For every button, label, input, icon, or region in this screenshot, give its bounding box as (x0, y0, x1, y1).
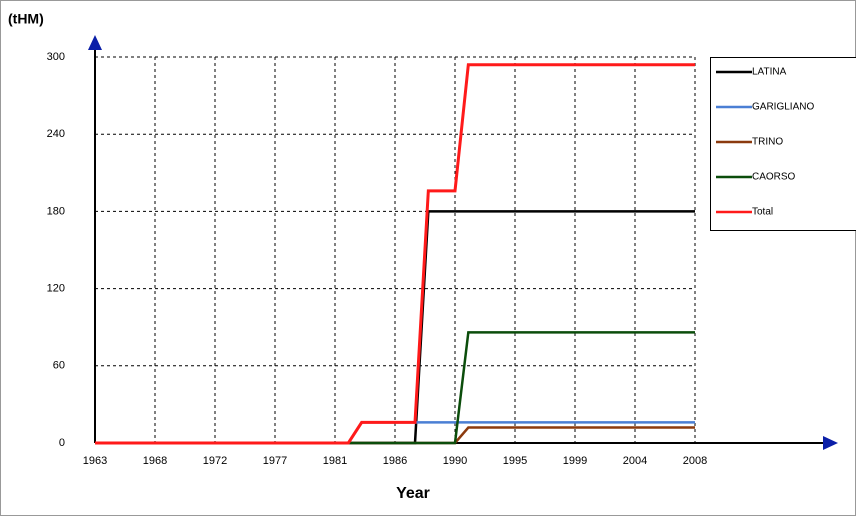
x-tick-label: 1972 (203, 455, 227, 467)
y-tick-label: 0 (59, 437, 65, 449)
x-tick-label: 1963 (83, 455, 107, 467)
series-line (95, 63, 695, 445)
x-tick-label: 1981 (323, 455, 347, 467)
x-tick-label: 1995 (503, 455, 527, 467)
x-axis-title: Year (396, 485, 430, 502)
x-tick-label: 1986 (383, 455, 407, 467)
x-tick-label: 1999 (563, 455, 587, 467)
legend-label: CAORSO (752, 172, 796, 183)
y-tick-label: 180 (47, 205, 65, 217)
legend-label: GARIGLIANO (752, 102, 814, 113)
y-tick-label: 240 (47, 128, 65, 140)
legend-label: Total (752, 207, 773, 218)
y-tick-label: 300 (47, 51, 65, 63)
legend-box (710, 57, 856, 231)
legend-label: TRINO (752, 137, 783, 148)
y-axis-title: (tHM) (8, 11, 44, 27)
x-tick-label: 2004 (623, 455, 647, 467)
x-axis-arrow (823, 436, 838, 450)
y-axis-arrow (88, 35, 102, 50)
x-tick-label: 1968 (143, 455, 167, 467)
y-tick-label: 60 (53, 360, 65, 372)
x-tick-label: 2008 (683, 455, 707, 467)
series-line (95, 331, 695, 445)
legend-label: LATINA (752, 67, 787, 78)
x-tick-label: 1990 (443, 455, 467, 467)
y-tick-label: 120 (47, 283, 65, 295)
x-tick-label: 1977 (263, 455, 287, 467)
